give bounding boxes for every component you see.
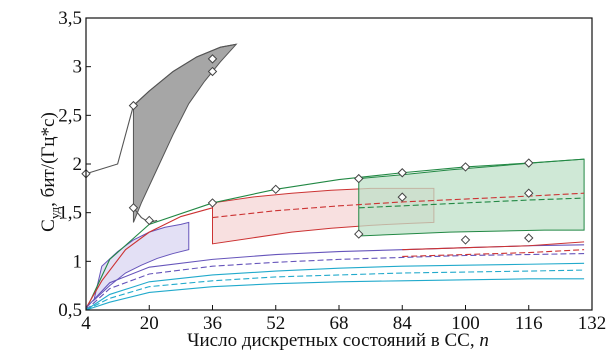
data-point-marker-13 [524, 158, 534, 168]
data-point-marker-4 [207, 198, 218, 208]
x-tick-label: 36 [203, 313, 222, 334]
y-tick-label: 2,5 [58, 105, 82, 126]
x-tick-label: 100 [451, 313, 480, 334]
x-tick-label: 52 [266, 313, 285, 334]
band-0 [132, 43, 238, 223]
x-tick-label: 132 [578, 313, 607, 334]
series-line-2 [85, 158, 585, 311]
series-line-9 [85, 269, 585, 311]
x-tick-label: 4 [81, 313, 91, 334]
y-tick-label: 3,5 [58, 8, 82, 29]
y-axis-ticks: 0,5 1 1,5 2 2,5 3 3,5 [58, 8, 91, 321]
x-tick-label: 84 [393, 313, 413, 334]
series-line-0 [85, 43, 237, 175]
y-axis-label: Cуд, бит/(Гц*с) [38, 112, 62, 232]
series-line-12 [402, 249, 585, 258]
x-tick-label: 68 [330, 313, 349, 334]
data-point-marker-1 [128, 100, 139, 111]
data-point-marker-11 [397, 192, 407, 202]
data-point-marker-3 [144, 215, 154, 226]
series-line-10 [85, 278, 585, 311]
series-line-3 [85, 207, 213, 309]
y-tick-label: 0,5 [58, 300, 82, 321]
y-tick-label: 1 [73, 251, 83, 272]
y-tick-label: 2 [73, 154, 83, 175]
data-point-marker-12 [460, 162, 471, 172]
y-tick-label: 1,5 [58, 203, 82, 224]
data-point-marker-8 [354, 173, 364, 184]
series-line-5 [358, 197, 585, 209]
data-point-marker-9 [354, 229, 364, 239]
band-2 [358, 158, 585, 237]
y-tick-label: 3 [73, 57, 83, 78]
bands-layer [93, 43, 585, 302]
data-point-marker-7 [271, 184, 281, 195]
data-point-marker-14 [524, 188, 534, 198]
x-tick-label: 20 [140, 313, 159, 334]
x-tick-label: 116 [515, 313, 543, 334]
data-point-marker-5 [207, 66, 218, 77]
data-point-marker-2 [128, 203, 139, 213]
series-line-8 [85, 262, 585, 311]
data-point-marker-6 [207, 54, 218, 64]
series-layer [85, 43, 585, 311]
markers-layer [81, 54, 534, 245]
data-point-marker-10 [397, 168, 407, 178]
x-axis-ticks: 4 20 36 52 68 84 100 116 132 [81, 305, 606, 334]
data-point-marker-15 [460, 235, 471, 245]
x-axis-label: Число дискретных состояний в СС, n [187, 330, 489, 351]
band-3 [93, 221, 190, 302]
series-line-11 [402, 241, 585, 251]
data-point-marker-16 [524, 233, 534, 243]
